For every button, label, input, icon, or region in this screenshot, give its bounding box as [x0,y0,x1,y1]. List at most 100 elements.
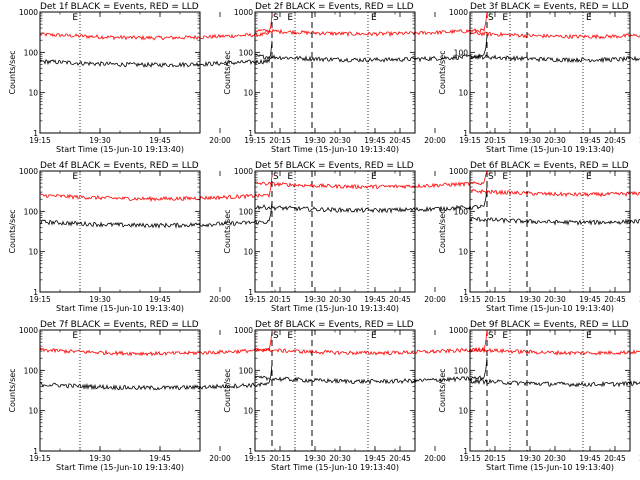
x-tick-label: 20:00 [424,454,446,463]
panel-6: Det 6f BLACK = Events, RED = LLDESE11010… [438,161,640,313]
events-series-line [470,54,640,64]
end-marker-label: E [287,331,293,341]
x-tick-label: 20:00 [209,136,231,145]
y-tick-label: 10 [243,89,253,98]
y-tick-label: 1 [463,129,468,138]
events-series-line [39,201,273,229]
panel-title: Det 7f BLACK = Events, RED = LLD [40,320,199,330]
x-tick-label: 19:30 [304,295,326,304]
events-series-line [39,363,273,391]
y-axis-label: Counts/sec [8,368,17,412]
x-tick-label: 20:15 [484,295,506,304]
panel-title: Det 8f BLACK = Events, RED = LLD [255,320,414,330]
y-tick-label: 1000 [449,167,468,176]
x-tick-label: 19:15 [29,454,51,463]
y-axis-label: Counts/sec [8,209,17,253]
x-tick-label: 20:00 [424,295,446,304]
x-tick-label: 19:45 [364,136,386,145]
lld-series-line [254,170,488,190]
y-tick-label: 1000 [234,167,253,176]
lld-series-line [469,188,640,198]
y-tick-label: 1000 [19,326,38,335]
x-tick-label: 19:45 [579,295,601,304]
y-tick-label: 10 [243,248,253,257]
x-tick-label: 20:30 [544,295,566,304]
panel-title: Det 2f BLACK = Events, RED = LLD [255,2,414,12]
plot-frame [39,170,201,293]
y-tick-label: 100 [24,48,39,57]
events-series-line [469,217,640,226]
lld-series-line [39,329,273,357]
y-tick-label: 1000 [234,8,253,17]
end-marker-label: E [287,172,293,182]
x-tick-label: 19:30 [89,136,111,145]
end-marker-label: E [371,172,377,182]
events-series-line [469,377,640,388]
events-series-line [39,40,273,68]
end-marker-label: E [287,13,293,23]
x-axis-label: Start Time (15-Jun-10 19:13:40) [56,145,184,154]
end-marker-label: E [586,13,592,23]
y-tick-label: 100 [239,366,254,375]
start-marker-label: S [488,331,494,341]
y-tick-label: 1 [33,129,38,138]
y-tick-label: 10 [28,407,38,416]
lld-series-line [469,346,640,356]
x-tick-label: 19:15 [29,295,51,304]
y-tick-label: 1 [463,288,468,297]
start-marker-label: S [273,331,279,341]
x-tick-label: 20:00 [209,454,231,463]
end-marker-label: E [371,331,377,341]
x-axis-label: Start Time (15-Jun-10 19:13:40) [271,304,399,313]
lld-series-line [39,174,273,203]
end-marker-label: E [371,13,377,23]
x-tick-label: 20:15 [269,454,291,463]
x-tick-label: 19:15 [244,136,266,145]
y-axis-label: Counts/sec [438,209,447,253]
plot-frame [254,329,416,452]
panel-title: Det 6f BLACK = Events, RED = LLD [470,161,629,171]
x-tick-label: 20:15 [269,295,291,304]
panel-3: Det 3f BLACK = Events, RED = LLDESE11010… [438,2,640,154]
x-tick-label: 20:30 [329,136,351,145]
x-tick-label: 20:45 [604,136,626,145]
y-tick-label: 100 [239,48,254,57]
x-axis-label: Start Time (15-Jun-10 19:13:40) [271,463,399,472]
panel-title: Det 1f BLACK = Events, RED = LLD [40,2,199,12]
y-tick-label: 100 [454,48,469,57]
x-tick-label: 19:15 [29,136,51,145]
x-tick-label: 19:45 [579,454,601,463]
plot-frame [39,329,201,452]
end-marker-label: E [502,172,508,182]
y-tick-label: 100 [239,207,254,216]
y-tick-label: 100 [24,207,39,216]
lld-series-line [469,31,640,40]
end-marker-label: E [72,172,78,182]
x-tick-label: 19:30 [519,454,541,463]
y-tick-label: 100 [454,207,469,216]
x-tick-label: 20:00 [424,136,446,145]
events-series-line [254,357,488,385]
x-tick-label: 19:30 [304,136,326,145]
x-axis-label: Start Time (15-Jun-10 19:13:40) [486,145,614,154]
x-tick-label: 19:30 [304,454,326,463]
y-axis-label: Counts/sec [223,368,232,412]
y-axis-label: Counts/sec [438,50,447,94]
end-marker-label: E [502,331,508,341]
y-tick-label: 1 [248,447,253,456]
y-tick-label: 1000 [19,8,38,17]
start-marker-label: S [273,172,279,182]
panel-title: Det 3f BLACK = Events, RED = LLD [470,2,629,12]
x-tick-label: 20:15 [484,136,506,145]
x-axis-label: Start Time (15-Jun-10 19:13:40) [486,463,614,472]
start-marker-label: S [488,13,494,23]
x-tick-label: 20:00 [209,295,231,304]
lld-series-line [254,329,488,356]
x-tick-label: 19:15 [244,295,266,304]
y-axis-label: Counts/sec [223,50,232,94]
